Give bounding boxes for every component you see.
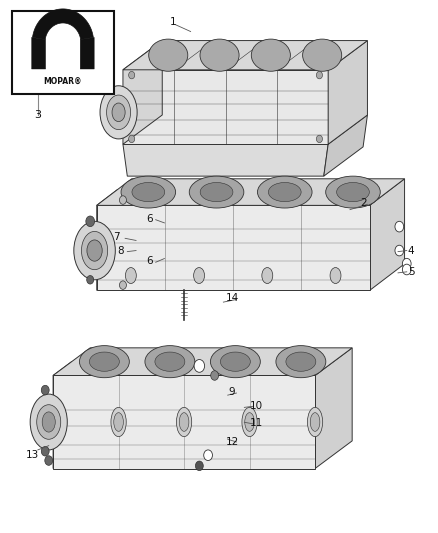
Text: 5: 5	[408, 267, 414, 277]
Text: 12: 12	[226, 437, 239, 447]
Text: 1: 1	[170, 17, 177, 27]
Polygon shape	[97, 205, 370, 290]
Ellipse shape	[326, 176, 380, 208]
Ellipse shape	[87, 240, 102, 261]
Ellipse shape	[48, 413, 58, 431]
Ellipse shape	[268, 182, 301, 201]
Ellipse shape	[189, 176, 244, 208]
Ellipse shape	[200, 39, 239, 71]
Polygon shape	[324, 115, 367, 176]
Circle shape	[316, 135, 322, 143]
Polygon shape	[328, 41, 367, 144]
Text: 8: 8	[117, 246, 124, 255]
Circle shape	[87, 276, 94, 284]
Ellipse shape	[89, 352, 120, 372]
Ellipse shape	[121, 176, 176, 208]
Polygon shape	[53, 362, 72, 469]
Ellipse shape	[148, 39, 188, 71]
Circle shape	[45, 456, 53, 465]
Polygon shape	[123, 144, 328, 176]
Polygon shape	[123, 41, 367, 70]
Ellipse shape	[179, 413, 189, 431]
Ellipse shape	[112, 103, 125, 122]
Circle shape	[395, 245, 404, 256]
Ellipse shape	[37, 405, 61, 439]
Circle shape	[86, 216, 95, 227]
Ellipse shape	[155, 352, 185, 372]
Circle shape	[120, 281, 127, 289]
Ellipse shape	[132, 182, 165, 201]
Circle shape	[316, 71, 322, 79]
Circle shape	[403, 264, 411, 275]
Circle shape	[195, 461, 203, 471]
Ellipse shape	[125, 268, 136, 284]
Ellipse shape	[220, 352, 251, 372]
Text: 2: 2	[360, 198, 367, 208]
Ellipse shape	[114, 413, 124, 431]
Ellipse shape	[42, 412, 55, 432]
Ellipse shape	[200, 182, 233, 201]
Polygon shape	[315, 348, 352, 469]
Text: 7: 7	[113, 232, 120, 243]
Polygon shape	[32, 37, 46, 69]
Text: 9: 9	[229, 387, 235, 398]
Ellipse shape	[303, 39, 342, 71]
Ellipse shape	[111, 407, 126, 437]
Polygon shape	[80, 37, 94, 69]
Polygon shape	[53, 375, 315, 469]
Polygon shape	[123, 70, 328, 144]
FancyBboxPatch shape	[12, 11, 114, 94]
Text: 13: 13	[25, 450, 39, 460]
Ellipse shape	[242, 407, 257, 437]
Ellipse shape	[337, 182, 369, 201]
Circle shape	[194, 360, 205, 372]
Ellipse shape	[194, 268, 205, 284]
Circle shape	[120, 196, 127, 204]
Ellipse shape	[286, 352, 316, 372]
Text: 10: 10	[250, 401, 263, 411]
Text: MOPAR®: MOPAR®	[44, 77, 82, 86]
Ellipse shape	[330, 268, 341, 284]
Circle shape	[41, 385, 49, 395]
Polygon shape	[97, 179, 405, 205]
Ellipse shape	[100, 86, 137, 139]
Text: 6: 6	[146, 256, 152, 266]
Ellipse shape	[30, 394, 67, 450]
Text: 11: 11	[250, 418, 263, 429]
Ellipse shape	[79, 345, 129, 378]
Ellipse shape	[251, 39, 290, 71]
Circle shape	[211, 370, 219, 380]
Circle shape	[41, 447, 49, 456]
Ellipse shape	[46, 407, 61, 437]
Ellipse shape	[245, 413, 254, 431]
Ellipse shape	[276, 345, 326, 378]
Ellipse shape	[258, 176, 312, 208]
Polygon shape	[97, 189, 118, 290]
Polygon shape	[123, 41, 162, 144]
Text: 4: 4	[408, 246, 414, 255]
Text: 6: 6	[146, 214, 152, 224]
Ellipse shape	[210, 345, 260, 378]
Ellipse shape	[310, 413, 320, 431]
Ellipse shape	[74, 221, 115, 280]
Ellipse shape	[81, 231, 108, 270]
Text: 14: 14	[226, 293, 239, 303]
Polygon shape	[53, 348, 352, 375]
Circle shape	[129, 71, 135, 79]
Ellipse shape	[145, 345, 195, 378]
Ellipse shape	[106, 95, 131, 130]
Circle shape	[129, 135, 135, 143]
Circle shape	[204, 450, 212, 461]
Polygon shape	[370, 179, 405, 290]
Text: 3: 3	[34, 110, 41, 120]
Ellipse shape	[262, 268, 273, 284]
Polygon shape	[32, 9, 93, 39]
Circle shape	[395, 221, 404, 232]
Ellipse shape	[177, 407, 192, 437]
Ellipse shape	[307, 407, 323, 437]
Circle shape	[403, 259, 411, 269]
